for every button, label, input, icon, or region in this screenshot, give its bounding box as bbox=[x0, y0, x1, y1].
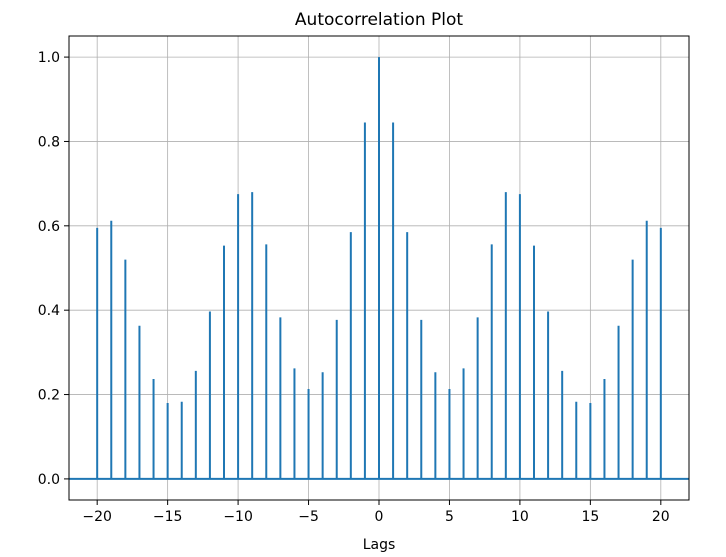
x-tick-label: 5 bbox=[445, 509, 454, 525]
y-tick-label: 0.8 bbox=[38, 134, 60, 150]
stems bbox=[96, 57, 662, 479]
x-tick-label: 0 bbox=[375, 509, 384, 525]
x-tick-label: 20 bbox=[652, 509, 670, 525]
x-tick-label: −20 bbox=[82, 509, 112, 525]
y-tick-label: 0.6 bbox=[38, 219, 60, 235]
x-axis-ticks: −20 −15 −10 −5 0 5 10 15 20 bbox=[82, 500, 670, 525]
y-axis-ticks: 0.0 0.2 0.4 0.6 0.8 1.0 bbox=[38, 50, 69, 488]
x-tick-label: −10 bbox=[223, 509, 253, 525]
x-tick-label: −15 bbox=[153, 509, 183, 525]
x-axis-label: Lags bbox=[363, 537, 396, 553]
chart-title: Autocorrelation Plot bbox=[295, 10, 463, 30]
y-tick-label: 0.0 bbox=[38, 472, 60, 488]
x-tick-label: −5 bbox=[298, 509, 319, 525]
x-tick-label: 10 bbox=[511, 509, 529, 525]
y-tick-label: 1.0 bbox=[38, 50, 60, 66]
y-tick-label: 0.4 bbox=[38, 303, 60, 319]
x-tick-label: 15 bbox=[581, 509, 599, 525]
y-tick-label: 0.2 bbox=[38, 388, 60, 404]
